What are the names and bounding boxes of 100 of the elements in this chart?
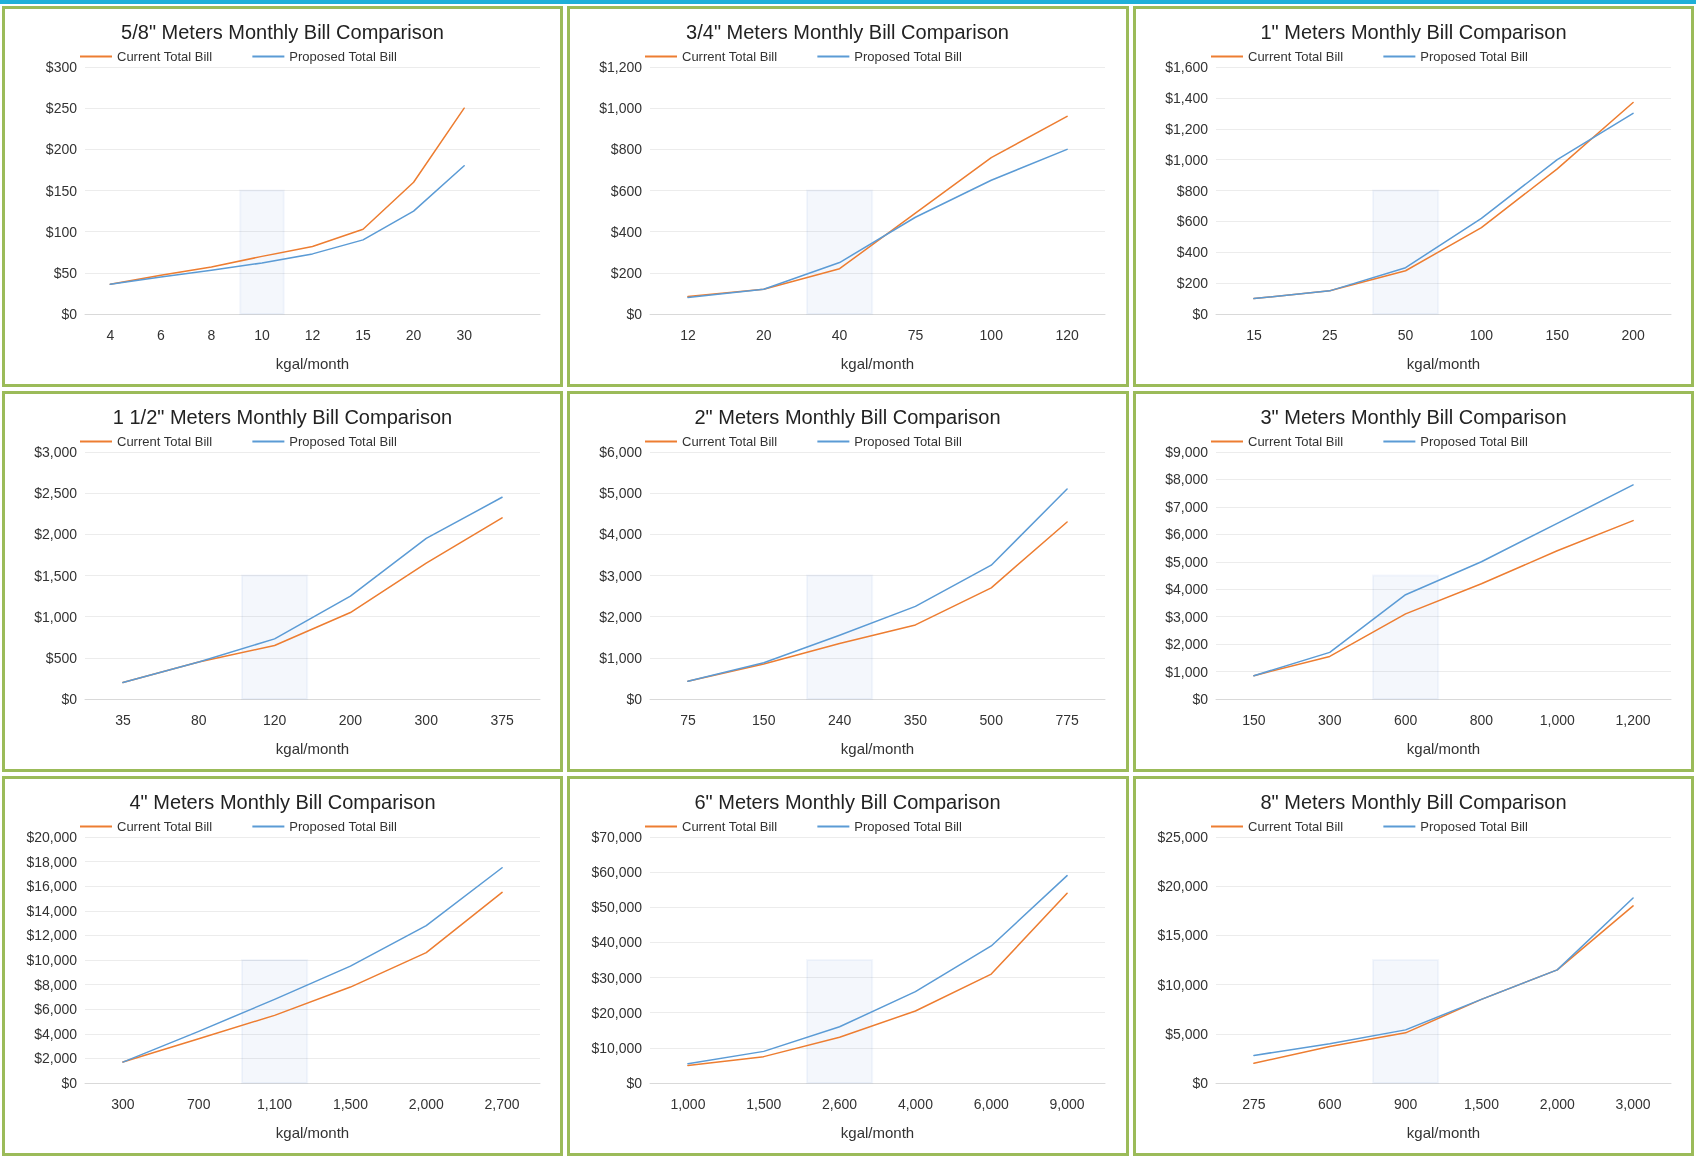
y-tick-label: $1,600 [1164,59,1208,75]
chart-title: 5/8" Meters Monthly Bill Comparison [121,21,444,43]
legend-label: Proposed Total Bill [289,49,397,64]
y-tick-label: $8,000 [34,976,78,993]
legend-label: Proposed Total Bill [854,434,963,449]
chart-title: 3/4" Meters Monthly Bill Comparison [686,21,1010,43]
legend-label: Current Total Bill [1247,434,1343,449]
x-tick-label: 1,500 [1463,1096,1499,1112]
x-tick-label: 2,700 [484,1096,520,1112]
x-tick-label: 75 [907,327,924,343]
y-tick-label: $600 [1176,213,1208,230]
y-tick-label: $50,000 [591,899,643,916]
y-tick-label: $1,000 [1164,151,1208,168]
x-tick-label: 600 [1393,712,1418,728]
y-tick-label: $600 [611,182,643,199]
x-tick-label: 75 [680,712,697,728]
x-tick-label: 240 [828,712,852,728]
y-tick-label: $60,000 [591,864,643,881]
y-tick-label: $0 [1192,306,1208,322]
y-tick-label: $8,000 [1164,471,1208,488]
x-tick-label: 80 [190,712,207,728]
x-tick-label: 200 [338,712,363,728]
x-tick-label: 700 [187,1096,211,1112]
x-tick-label: 200 [1621,327,1645,343]
x-axis-title: kgal/month [275,740,350,757]
x-tick-label: 300 [1317,712,1342,728]
x-tick-label: 20 [756,327,773,343]
line-series [687,115,1069,298]
x-tick-label: 120 [1055,327,1080,343]
x-tick-label: 900 [1393,1096,1418,1112]
x-tick-label: 4 [106,327,115,343]
x-tick-label: 8 [207,327,216,343]
legend-label: Proposed Total Bill [289,819,397,834]
y-tick-label: $20,000 [591,1004,643,1021]
x-axis-title: kgal/month [841,1124,915,1141]
x-tick-label: 6,000 [974,1096,1010,1112]
line-series [1252,484,1634,677]
legend-label: Proposed Total Bill [854,819,963,834]
x-tick-label: 150 [752,712,776,728]
y-tick-label: $3,000 [599,567,643,584]
y-tick-label: $1,000 [34,608,78,625]
y-tick-label: $12,000 [26,927,78,944]
y-tick-label: $50 [53,264,78,281]
y-tick-label: $16,000 [26,878,78,895]
x-axis-title: kgal/month [841,355,915,372]
y-tick-label: $1,400 [1164,89,1208,106]
x-axis-title: kgal/month [1406,1124,1480,1141]
line-series [109,165,465,286]
x-tick-label: 50 [1397,327,1414,343]
x-axis-title: kgal/month [1406,355,1480,372]
x-tick-label: 600 [1317,1096,1342,1112]
y-tick-label: $7,000 [1164,498,1208,515]
y-tick-label: $2,500 [34,485,78,502]
x-tick-label: 2,600 [822,1096,858,1112]
y-tick-label: $250 [45,100,78,117]
y-tick-label: $1,500 [34,567,78,584]
x-tick-label: 6 [156,327,165,343]
chart-title: 4" Meters Monthly Bill Comparison [129,791,436,813]
legend-label: Current Total Bill [117,434,213,449]
x-tick-label: 500 [979,712,1004,728]
x-tick-label: 15 [1245,327,1262,343]
y-tick-label: $3,000 [1164,608,1208,625]
x-tick-label: 350 [904,712,928,728]
y-tick-label: $800 [611,141,643,158]
y-tick-label: $500 [45,649,78,666]
y-tick-label: $1,000 [1164,663,1208,680]
x-tick-label: 20 [405,327,422,343]
legend-label: Current Total Bill [117,819,213,834]
y-tick-label: $5,000 [1164,553,1208,570]
x-tick-label: 275 [1241,1096,1266,1112]
y-tick-label: $2,000 [599,608,643,625]
y-tick-label: $4,000 [1164,581,1208,598]
x-tick-label: 1,200 [1615,712,1651,728]
x-tick-label: 100 [1469,327,1493,343]
y-tick-label: $200 [611,264,643,281]
y-tick-label: $800 [1176,182,1208,199]
line-series [687,488,1069,683]
chart-title: 8" Meters Monthly Bill Comparison [1260,791,1567,813]
legend-label: Proposed Total Bill [1420,434,1528,449]
y-tick-label: $4,000 [34,1025,78,1042]
y-tick-label: $0 [61,691,78,707]
x-axis-title: kgal/month [841,740,915,757]
y-tick-label: $6,000 [1164,526,1208,543]
legend-label: Current Total Bill [117,49,213,64]
y-tick-label: $6,000 [599,444,643,460]
y-tick-label: $20,000 [26,829,78,845]
x-tick-label: 775 [1055,712,1080,728]
x-tick-label: 25 [1321,327,1338,343]
legend-label: Proposed Total Bill [1420,49,1528,64]
chart-title: 1" Meters Monthly Bill Comparison [1260,21,1567,43]
y-tick-label: $0 [626,306,643,322]
x-tick-label: 40 [832,327,848,343]
chart-title: 2" Meters Monthly Bill Comparison [694,406,1001,428]
x-tick-label: 375 [490,712,514,728]
y-tick-label: $2,000 [34,1050,78,1067]
y-tick-label: $1,200 [1164,120,1208,137]
y-tick-label: $18,000 [26,853,78,870]
x-tick-label: 1,000 [1539,712,1575,728]
chart-title: 3" Meters Monthly Bill Comparison [1260,406,1567,428]
x-tick-label: 35 [115,712,131,728]
